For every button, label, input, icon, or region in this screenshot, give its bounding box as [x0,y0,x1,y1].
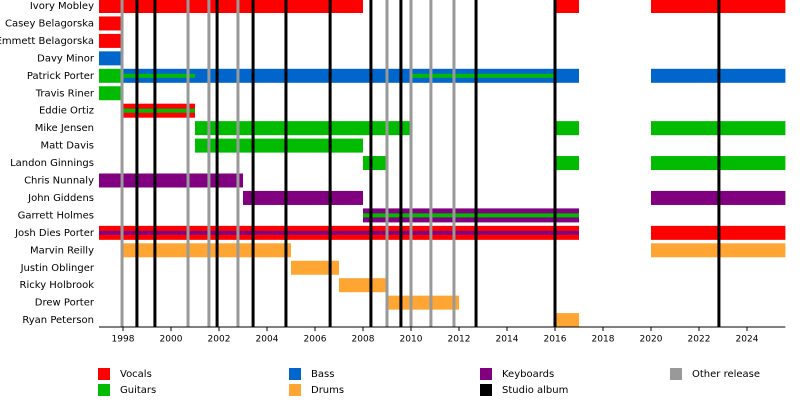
x-tick-label: 2002 [208,335,231,345]
member-bar [387,295,459,310]
x-tick-label: 2022 [688,335,711,345]
x-tick-label: 2014 [496,335,519,345]
legend-swatch [98,368,110,380]
member-bar [243,190,363,205]
member-bar [555,0,579,13]
member-name: Travis Riner [35,88,95,99]
member-bar [123,243,291,258]
x-tick-label: 2004 [256,335,279,345]
member-stripe [411,73,555,78]
member-name: Chris Nunnaly [24,176,94,187]
member-bar [555,313,579,328]
member-bar [195,138,363,153]
member-stripe [123,73,195,78]
x-tick-label: 2018 [592,335,615,345]
x-tick-label: 2000 [160,335,183,345]
member-name: Landon Ginnings [10,158,94,169]
x-tick-label: 2016 [544,335,567,345]
member-name: Davy Minor [37,53,95,64]
legend-swatch [670,368,682,380]
member-name: Eddie Ortiz [39,106,94,117]
member-name: John Giddens [27,193,94,204]
member-bar [99,86,123,101]
member-bar [555,121,579,136]
x-tick-label: 2012 [448,335,471,345]
x-tick-label: 1998 [112,335,135,345]
x-tick-label: 2020 [640,335,663,345]
member-bar [99,68,123,83]
member-name: Justin Oblinger [20,263,95,274]
legend-label: Studio album [502,385,568,396]
member-bar [99,51,123,66]
legend-label: Guitars [120,385,156,396]
member-bar [363,156,387,171]
member-name: Ivory Mobley [30,1,94,12]
legend-label: Other release [692,369,760,380]
member-name: Patrick Porter [27,71,95,82]
legend-swatch [480,368,492,380]
legend-swatch [289,384,301,396]
legend-label: Vocals [120,369,152,380]
member-name: Matt Davis [40,141,94,152]
member-bar [99,16,123,31]
x-tick-label: 2024 [736,335,759,345]
member-name: Ricky Holbrook [20,280,95,291]
legend-label: Drums [311,385,344,396]
member-name: Drew Porter [35,298,95,309]
legend-label: Keyboards [502,369,554,380]
member-bar [555,156,579,171]
legend-label: Bass [311,369,334,380]
member-name: Emmett Belagorska [0,36,94,47]
legend-swatch [289,368,301,380]
member-name: Marvin Reilly [30,245,94,256]
member-bar [291,260,339,275]
member-stripe [123,108,195,113]
x-tick-label: 2010 [400,335,423,345]
member-name: Josh Dies Porter [14,228,95,239]
x-tick-label: 2006 [304,335,327,345]
legend-swatch [480,384,492,396]
member-bar [99,0,363,13]
member-bar [195,121,411,136]
member-bar [339,278,387,293]
member-bar [99,33,123,48]
x-tick-label: 2008 [352,335,375,345]
member-name: Garrett Holmes [18,210,94,221]
member-name: Mike Jensen [35,123,94,134]
member-name: Casey Belagorska [5,18,94,29]
legend-swatch [98,384,110,396]
member-bar [99,173,243,188]
member-name: Ryan Peterson [22,315,94,326]
member-stripe [363,213,579,218]
member-stripe [99,230,579,235]
